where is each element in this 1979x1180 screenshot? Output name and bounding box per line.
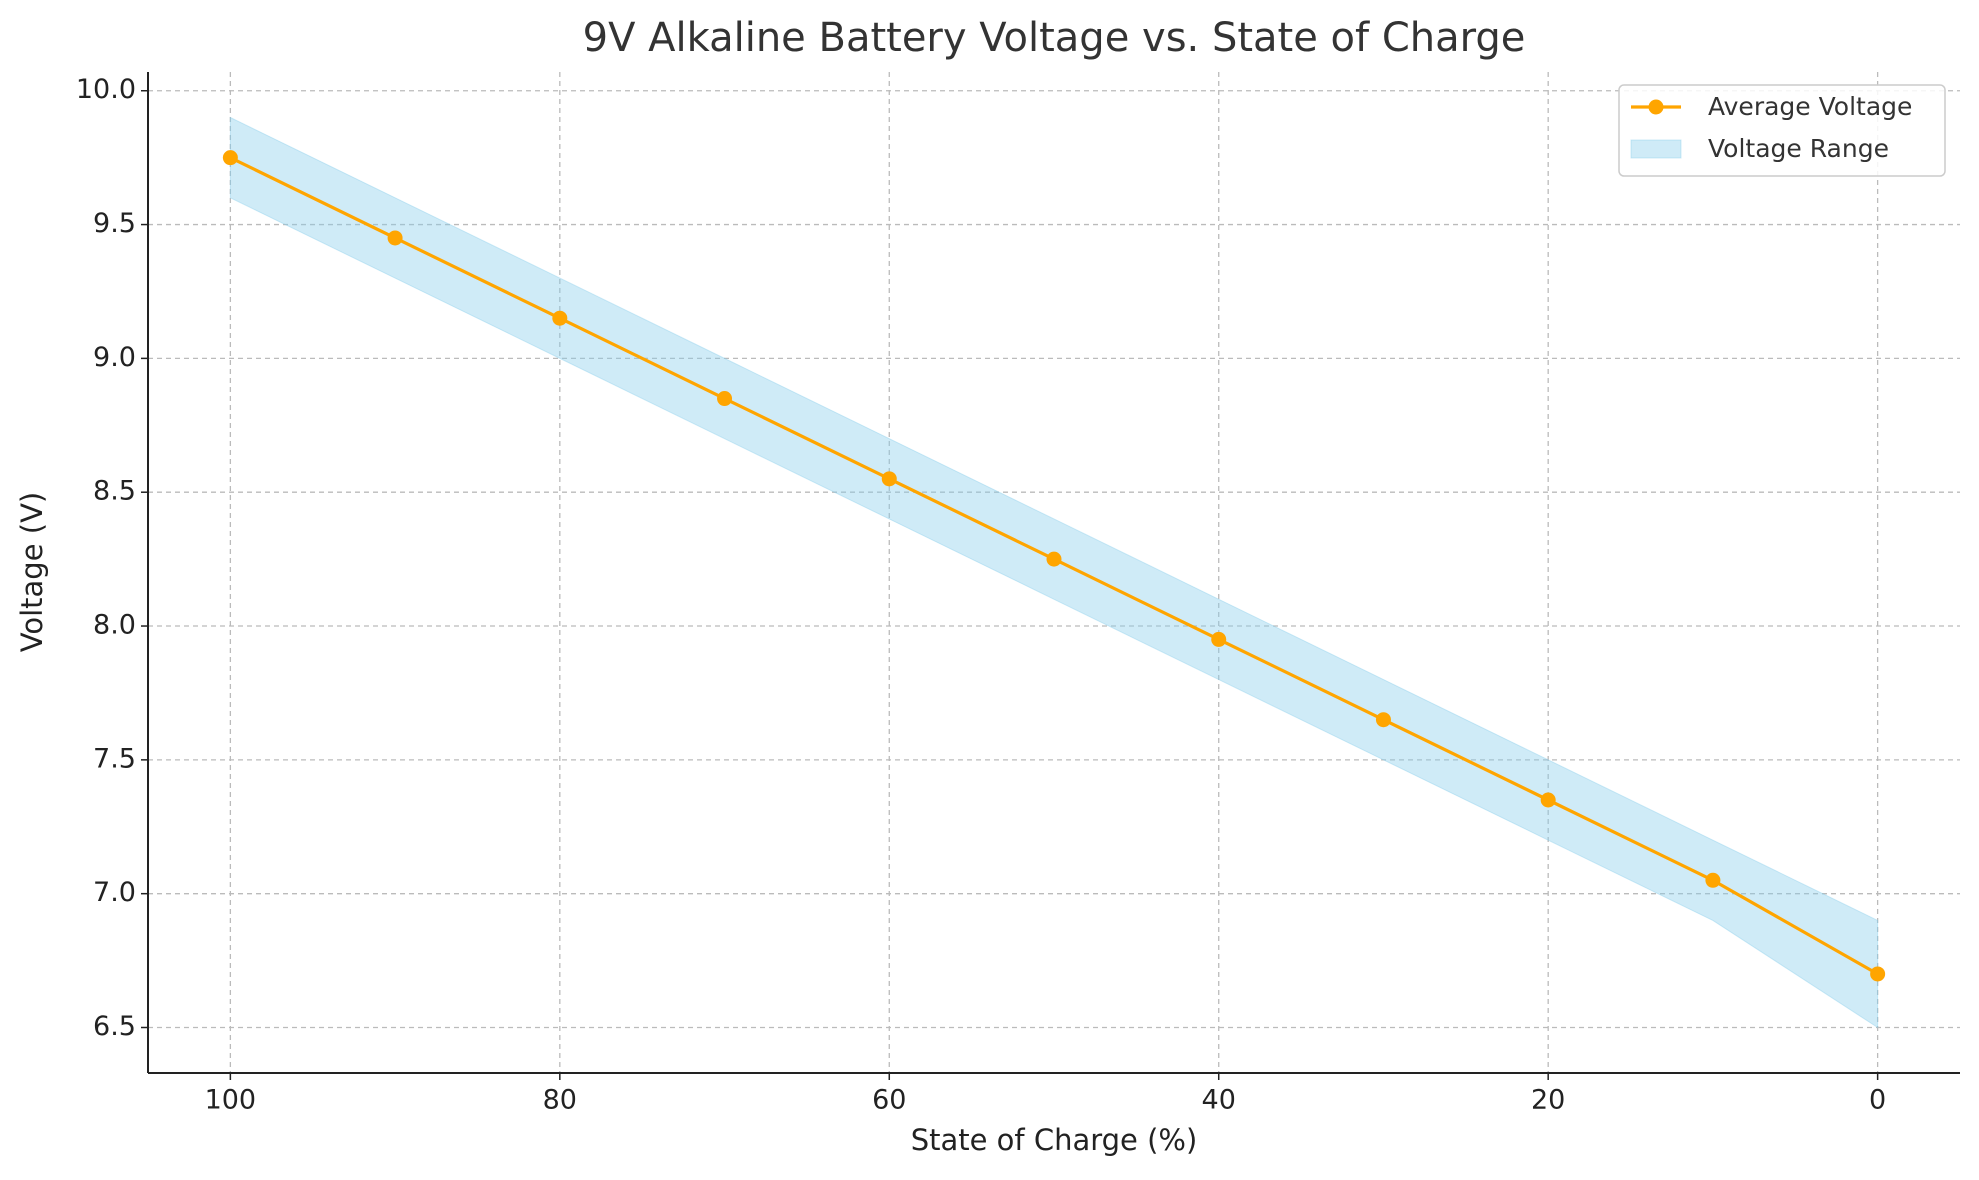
marker bbox=[1540, 792, 1556, 808]
x-tick-label: 0 bbox=[1869, 1085, 1886, 1116]
legend-label: Average Voltage bbox=[1708, 92, 1912, 121]
marker bbox=[222, 150, 238, 166]
y-tick-label: 6.5 bbox=[93, 1011, 136, 1042]
marker bbox=[1705, 872, 1721, 888]
y-tick-label: 9.0 bbox=[93, 342, 136, 373]
marker bbox=[1046, 551, 1062, 567]
y-tick-label: 8.0 bbox=[93, 610, 136, 641]
legend-label: Voltage Range bbox=[1708, 134, 1889, 163]
y-tick-label: 7.0 bbox=[93, 877, 136, 908]
y-tick-label: 9.5 bbox=[93, 208, 136, 239]
x-tick-label: 100 bbox=[205, 1085, 257, 1116]
legend-box bbox=[1618, 84, 1946, 177]
legend-marker bbox=[1648, 99, 1664, 115]
x-tick-label: 80 bbox=[543, 1085, 577, 1116]
legend-swatch bbox=[1630, 139, 1682, 159]
y-tick-label: 8.5 bbox=[93, 476, 136, 507]
range-area bbox=[229, 116, 1879, 1029]
marker bbox=[717, 391, 733, 407]
x-tick-label: 40 bbox=[1202, 1085, 1236, 1116]
x-tick-label: 60 bbox=[872, 1085, 906, 1116]
y-tick-label: 7.5 bbox=[93, 743, 136, 774]
x-tick-label: 20 bbox=[1531, 1085, 1565, 1116]
chart-title: 9V Alkaline Battery Voltage vs. State of… bbox=[583, 15, 1526, 61]
marker bbox=[552, 310, 568, 326]
y-axis-label: Voltage (V) bbox=[15, 492, 49, 652]
marker bbox=[387, 230, 403, 246]
grid bbox=[148, 72, 1960, 1073]
marker bbox=[881, 471, 897, 487]
x-axis-label: State of Charge (%) bbox=[911, 1123, 1198, 1157]
y-tick-label: 10.0 bbox=[76, 74, 136, 105]
marker bbox=[1211, 631, 1227, 647]
marker bbox=[1870, 966, 1886, 982]
marker bbox=[1375, 712, 1391, 728]
